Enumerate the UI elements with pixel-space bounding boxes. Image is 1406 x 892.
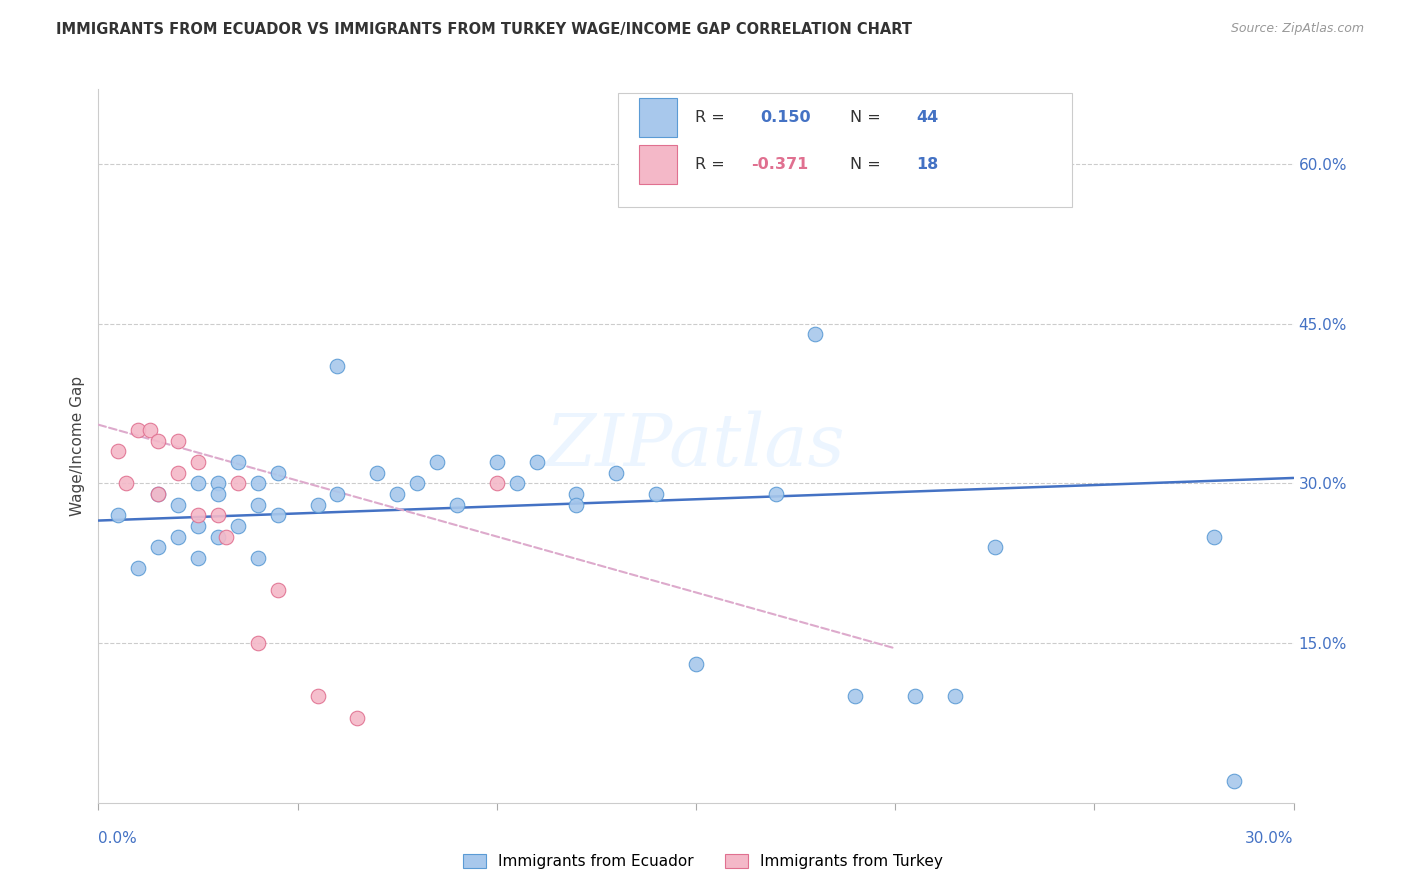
Point (148, 487, 170, 501)
Point (115, 476, 138, 491)
Point (187, 455, 209, 469)
Point (385, 487, 409, 501)
Point (246, 476, 269, 491)
Point (765, 487, 787, 501)
Point (346, 710, 368, 724)
Point (565, 498, 588, 512)
Text: 18: 18 (915, 157, 938, 171)
Y-axis label: Wage/Income Gap: Wage/Income Gap (70, 376, 86, 516)
Point (187, 476, 209, 491)
Point (167, 466, 190, 480)
Legend: Immigrants from Ecuador, Immigrants from Turkey: Immigrants from Ecuador, Immigrants from… (457, 848, 949, 875)
Point (139, 423, 162, 437)
Point (148, 487, 170, 501)
Text: -0.371: -0.371 (751, 157, 808, 171)
Point (107, 444, 129, 458)
Point (246, 498, 269, 512)
Text: N =: N = (851, 111, 886, 125)
Point (167, 434, 190, 448)
Text: 30.0%: 30.0% (1246, 831, 1294, 846)
Text: R =: R = (695, 111, 730, 125)
Text: Source: ZipAtlas.com: Source: ZipAtlas.com (1230, 22, 1364, 36)
Point (307, 690, 329, 704)
Point (267, 508, 290, 523)
Point (446, 498, 468, 512)
Point (1222, 774, 1246, 789)
Point (267, 466, 290, 480)
Point (565, 487, 588, 501)
Point (605, 466, 627, 480)
Point (485, 455, 508, 469)
Point (804, 327, 827, 342)
Point (207, 476, 229, 491)
Point (485, 476, 508, 491)
Point (226, 455, 249, 469)
Point (246, 550, 269, 565)
Point (127, 561, 149, 575)
Point (943, 690, 966, 704)
Point (1043, 168, 1066, 182)
Bar (638, 98, 676, 137)
Point (406, 476, 429, 491)
Bar (638, 145, 676, 184)
Point (187, 550, 209, 565)
Point (215, 529, 238, 543)
Point (167, 529, 190, 543)
Point (246, 636, 269, 650)
Point (207, 487, 229, 501)
Point (187, 508, 209, 523)
Point (127, 423, 149, 437)
Point (187, 519, 209, 533)
Point (526, 455, 548, 469)
Point (326, 487, 349, 501)
Point (107, 508, 129, 523)
Text: ZIPatlas: ZIPatlas (546, 410, 846, 482)
Point (984, 540, 1007, 554)
Text: R =: R = (695, 157, 730, 171)
Point (226, 476, 249, 491)
Point (148, 540, 170, 554)
Point (506, 476, 529, 491)
Point (685, 657, 707, 672)
Point (267, 582, 290, 597)
Text: N =: N = (851, 157, 886, 171)
Point (844, 690, 866, 704)
Point (167, 498, 190, 512)
Point (226, 519, 249, 533)
Point (148, 434, 170, 448)
Point (904, 690, 927, 704)
Point (326, 359, 349, 373)
Text: 0.0%: 0.0% (98, 831, 138, 846)
Point (645, 487, 668, 501)
Point (426, 455, 449, 469)
FancyBboxPatch shape (619, 93, 1073, 207)
Text: 0.150: 0.150 (761, 111, 811, 125)
Text: 44: 44 (915, 111, 938, 125)
Point (1202, 529, 1225, 543)
Point (207, 529, 229, 543)
Text: IMMIGRANTS FROM ECUADOR VS IMMIGRANTS FROM TURKEY WAGE/INCOME GAP CORRELATION CH: IMMIGRANTS FROM ECUADOR VS IMMIGRANTS FR… (56, 22, 912, 37)
Point (366, 466, 388, 480)
Point (207, 508, 229, 523)
Point (307, 498, 329, 512)
